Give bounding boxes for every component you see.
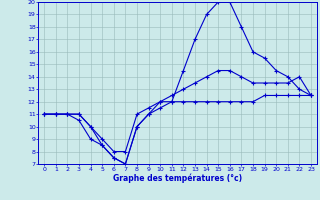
X-axis label: Graphe des températures (°c): Graphe des températures (°c) bbox=[113, 173, 242, 183]
